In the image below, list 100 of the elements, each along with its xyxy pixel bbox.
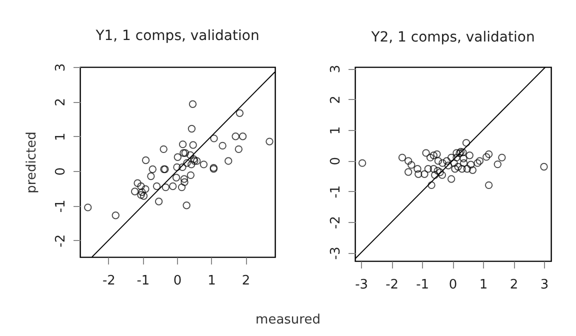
point: [190, 157, 198, 165]
point: [408, 161, 416, 169]
point: [238, 132, 247, 140]
point: [431, 171, 439, 179]
point: [434, 166, 442, 175]
point: [482, 153, 490, 161]
point: [189, 141, 197, 149]
point: [180, 178, 188, 186]
y-tick-label: 2: [328, 96, 344, 104]
point: [182, 201, 190, 210]
point: [414, 170, 422, 178]
point: [193, 157, 201, 165]
point: [188, 160, 196, 168]
point: [232, 132, 240, 140]
point: [426, 154, 434, 162]
point: [438, 159, 446, 167]
point: [476, 157, 484, 165]
point: [234, 145, 243, 154]
point: [162, 183, 170, 192]
point: [174, 153, 182, 161]
point: [430, 152, 438, 160]
y-tick-label: 0: [54, 167, 68, 176]
point: [459, 148, 467, 156]
point: [438, 171, 446, 179]
point: [434, 157, 442, 165]
y-tick-label: -1: [54, 200, 68, 213]
x-tick-label: 2: [242, 274, 250, 288]
y-tick-label: -2: [54, 234, 68, 248]
point: [173, 163, 181, 172]
y-tick-label: 3: [54, 63, 68, 72]
point: [463, 165, 472, 173]
point: [84, 204, 92, 212]
point: [498, 154, 506, 162]
y-tick-label: 3: [328, 64, 344, 74]
point: [178, 183, 186, 192]
point: [398, 154, 406, 162]
point: [540, 162, 548, 171]
point: [447, 175, 456, 183]
point: [178, 140, 187, 148]
x-tick-label: -2: [386, 278, 399, 292]
point: [484, 181, 493, 190]
point: [183, 159, 191, 167]
x-tick-label: -1: [416, 278, 430, 292]
point: [172, 174, 180, 182]
point: [414, 165, 422, 173]
point: [442, 157, 451, 165]
point: [112, 212, 120, 220]
point: [494, 160, 502, 168]
point: [186, 151, 194, 159]
point: [188, 100, 197, 108]
point: [474, 159, 482, 167]
point: [142, 156, 150, 164]
point: [178, 163, 186, 172]
y-tick-label: 2: [54, 98, 68, 106]
point: [484, 150, 493, 158]
point: [462, 138, 470, 147]
point: [154, 198, 163, 206]
point: [452, 149, 460, 157]
y-tick-label: 0: [328, 156, 344, 166]
point: [224, 157, 232, 165]
y-axis-title: predicted: [24, 132, 40, 194]
point: [452, 154, 460, 162]
point: [422, 149, 430, 157]
x-tick-label: 1: [208, 274, 216, 288]
point: [137, 182, 145, 190]
point: [458, 165, 466, 173]
point: [428, 181, 436, 190]
point: [137, 191, 145, 199]
point: [138, 188, 146, 196]
point: [188, 124, 196, 133]
point: [190, 155, 198, 164]
point: [430, 165, 438, 173]
point: [404, 157, 412, 165]
x-tick-label: 2: [510, 278, 518, 292]
point: [450, 159, 458, 167]
point: [147, 172, 155, 180]
point: [358, 159, 366, 167]
chart-title: Y2, 1 comps, validation: [370, 29, 535, 46]
point: [451, 165, 459, 173]
point: [218, 142, 226, 150]
point: [433, 150, 441, 158]
point: [420, 170, 428, 178]
x-tick-label: -3: [355, 278, 368, 292]
y-tick-label: -3: [328, 246, 344, 260]
point: [424, 165, 432, 173]
point: [169, 182, 177, 190]
point: [444, 162, 452, 170]
point: [160, 145, 168, 154]
x-tick-label: 0: [448, 278, 458, 292]
x-tick-label: -2: [102, 274, 116, 288]
point: [466, 152, 474, 160]
point: [236, 109, 244, 117]
y-tick-label: 1: [54, 132, 68, 141]
point: [460, 159, 468, 167]
x-tick-label: 0: [173, 274, 182, 288]
point: [134, 179, 142, 187]
point: [436, 168, 444, 176]
point: [454, 162, 462, 171]
y-tick-label: -1: [328, 185, 344, 198]
y-tick-label: -2: [328, 216, 344, 229]
